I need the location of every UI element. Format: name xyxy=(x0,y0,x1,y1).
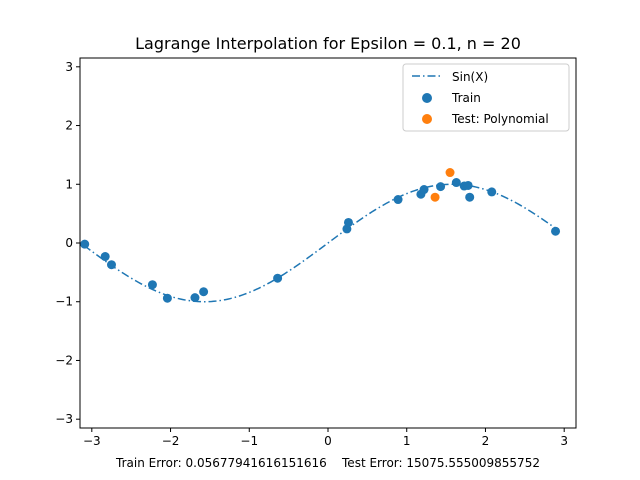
x-tick-label: 3 xyxy=(560,434,568,448)
train-point xyxy=(343,217,353,227)
x-tick-label: 1 xyxy=(403,434,411,448)
train-points xyxy=(80,178,561,303)
chart-title: Lagrange Interpolation for Epsilon = 0.1… xyxy=(135,34,521,53)
y-tick-label: −1 xyxy=(55,295,73,309)
test-point xyxy=(445,168,455,178)
legend-test-label: Test: Polynomial xyxy=(451,112,549,126)
y-tick-label: 3 xyxy=(65,60,73,74)
train-point xyxy=(162,293,172,303)
x-tick-label: 2 xyxy=(482,434,490,448)
x-tick-label: 0 xyxy=(324,434,332,448)
axis-ticks: −3 −2 −1 0 1 2 3 −3 −2 −1 0 1 2 3 xyxy=(55,60,568,448)
x-tick-label: −2 xyxy=(162,434,180,448)
y-tick-label: −2 xyxy=(55,353,73,367)
x-tick-label: −1 xyxy=(240,434,258,448)
y-tick-label: −3 xyxy=(55,412,73,426)
train-point xyxy=(199,287,209,297)
legend-train-marker xyxy=(422,93,432,103)
train-point xyxy=(436,182,446,192)
plot-area xyxy=(80,168,561,303)
y-tick-label: 2 xyxy=(65,119,73,133)
train-point xyxy=(106,260,116,270)
y-tick-label: 0 xyxy=(65,236,73,250)
legend-sin-label: Sin(X) xyxy=(452,70,488,84)
legend-test-marker xyxy=(422,114,432,124)
test-point xyxy=(430,192,440,202)
train-point xyxy=(419,185,429,195)
train-point xyxy=(551,226,561,236)
train-point xyxy=(465,192,475,202)
legend: Sin(X) Train Test: Polynomial xyxy=(402,63,570,132)
test-points xyxy=(430,168,455,202)
train-point xyxy=(393,195,403,205)
train-point xyxy=(100,252,110,262)
train-point xyxy=(487,187,497,197)
train-point xyxy=(147,280,157,290)
legend-box xyxy=(402,63,570,132)
y-tick-label: 1 xyxy=(65,177,73,191)
train-point xyxy=(451,178,461,188)
train-point xyxy=(463,180,473,190)
train-point xyxy=(190,293,200,303)
train-point xyxy=(273,273,283,283)
train-point xyxy=(80,239,90,249)
x-tick-label: −3 xyxy=(83,434,101,448)
plot-frame xyxy=(79,57,577,429)
x-axis-label: Train Error: 0.05677941616151616 Test Er… xyxy=(115,456,540,470)
legend-train-label: Train xyxy=(451,91,481,105)
sin-curve xyxy=(83,183,557,303)
